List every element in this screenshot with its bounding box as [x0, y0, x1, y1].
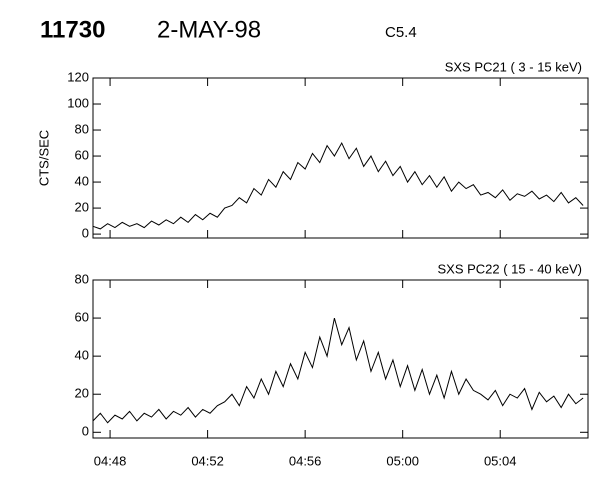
- y-tick-label: 40: [75, 174, 89, 189]
- y-tick-label: 60: [75, 147, 89, 162]
- x-tick-label: 05:00: [386, 453, 419, 468]
- plot-frame: [92, 279, 589, 439]
- event-id: 11730: [40, 16, 105, 43]
- y-tick-label: 120: [67, 69, 89, 84]
- x-tick-label: 04:52: [191, 453, 224, 468]
- flare-class: C5.4: [385, 24, 417, 41]
- y-tick-label: 60: [75, 310, 89, 325]
- y-tick-label: 20: [75, 386, 89, 401]
- y-tick-label: 100: [67, 95, 89, 110]
- plot-frame: [92, 77, 589, 239]
- x-tick-label: 05:04: [484, 453, 517, 468]
- panel-title: SXS PC21 ( 3 - 15 keV): [445, 59, 582, 74]
- y-tick-label: 80: [75, 271, 89, 286]
- y-tick-label: 20: [75, 200, 89, 215]
- y-axis-label: CTS/SEC: [36, 130, 51, 186]
- data-line: [92, 141, 584, 230]
- x-tick-label: 04:56: [289, 453, 322, 468]
- y-tick-label: 40: [75, 348, 89, 363]
- data-line: [92, 317, 584, 424]
- x-tick-label: 04:48: [94, 453, 127, 468]
- event-date: 2-MAY-98: [157, 16, 261, 43]
- panel-title: SXS PC22 ( 15 - 40 keV): [437, 261, 582, 276]
- y-tick-label: 0: [82, 226, 89, 241]
- y-tick-label: 80: [75, 121, 89, 136]
- y-tick-label: 0: [82, 424, 89, 439]
